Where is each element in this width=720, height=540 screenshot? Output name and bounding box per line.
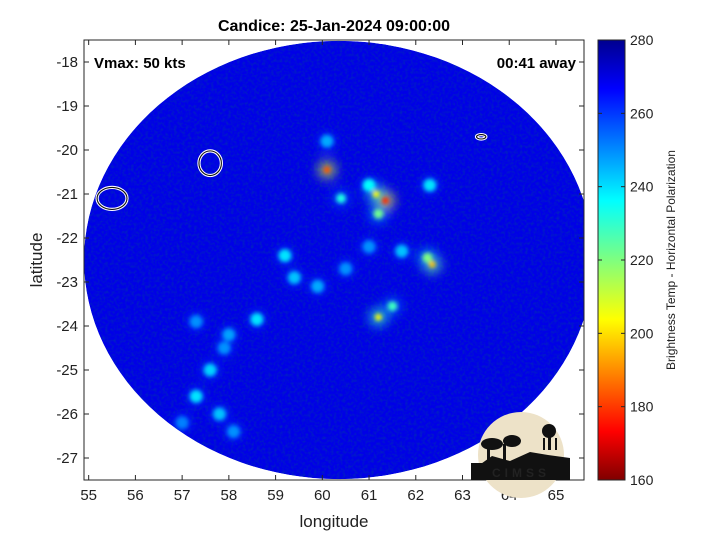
rain-feature-8 — [374, 313, 382, 321]
colorbar — [597, 39, 626, 481]
rain-feature-26 — [217, 341, 231, 355]
rain-feature-10 — [423, 178, 437, 192]
rain-feature-22 — [227, 425, 241, 439]
cb-tick-label-1: 260 — [630, 105, 654, 121]
y-tick-label-0: -18 — [56, 54, 78, 71]
rain-feature-4 — [336, 193, 347, 204]
rain-feature-3 — [373, 208, 384, 219]
rain-feature-0 — [323, 166, 331, 174]
y-tick-label-7: -25 — [56, 362, 78, 379]
y-tick-label-4: -22 — [56, 230, 78, 247]
x-tick-label-1: 56 — [127, 487, 144, 504]
rain-feature-2 — [372, 190, 380, 198]
y-axis-title: latitude — [27, 233, 46, 288]
x-tick-label-0: 55 — [80, 487, 97, 504]
rain-feature-18 — [250, 312, 264, 326]
cb-tick-label-4: 200 — [630, 325, 654, 341]
rain-feature-19 — [203, 363, 217, 377]
rain-feature-24 — [222, 328, 236, 342]
rain-feature-15 — [339, 262, 353, 276]
x-axis-title: longitude — [299, 512, 368, 531]
y-tick-label-1: -19 — [56, 98, 78, 115]
y-axis-ticks: -18 -19 -20 -21 -22 -23 -24 -25 -26 -27 — [56, 54, 584, 467]
plot-title: Candice: 25-Jan-2024 09:00:00 — [218, 18, 450, 35]
logo-text: CIMSS — [492, 466, 550, 480]
logo-bar — [471, 463, 570, 480]
rain-feature-5 — [362, 178, 376, 192]
rain-feature-6 — [428, 260, 436, 268]
coastline-1 — [95, 185, 129, 211]
rain-feature-25 — [189, 315, 203, 329]
y-tick-label-9: -27 — [56, 450, 78, 467]
rain-feature-20 — [189, 389, 203, 403]
coastline-0 — [197, 149, 223, 178]
y-tick-label-8: -26 — [56, 406, 78, 423]
cb-tick-label-3: 220 — [630, 252, 654, 268]
swath-texture — [84, 40, 584, 480]
vmax-annotation: Vmax: 50 kts — [94, 55, 186, 72]
x-tick-label-7: 62 — [407, 487, 424, 504]
rain-feature-13 — [287, 271, 301, 285]
rain-feature-9 — [387, 301, 398, 312]
x-tick-label-3: 58 — [221, 487, 238, 504]
x-tick-label-6: 61 — [361, 487, 378, 504]
cb-tick-label-0: 280 — [630, 32, 654, 48]
rain-feature-12 — [278, 249, 292, 263]
rain-feature-14 — [311, 279, 325, 293]
cimss-logo: CIMSS — [471, 412, 570, 498]
cb-tick-label-6: 160 — [630, 472, 654, 488]
colorbar-label: Brightness Temp - Horizontal Polarizatio… — [664, 150, 678, 370]
x-tick-label-4: 59 — [267, 487, 284, 504]
axes-frame — [83, 39, 585, 481]
time-offset-annotation: 00:41 away — [497, 55, 577, 72]
x-tick-label-5: 60 — [314, 487, 331, 504]
logo-silhouette — [471, 424, 570, 480]
y-tick-label-6: -24 — [56, 318, 78, 335]
y-tick-label-5: -23 — [56, 274, 78, 291]
rain-feature-7 — [422, 252, 433, 263]
coastline-2 — [474, 133, 488, 141]
x-tick-label-10: 65 — [548, 487, 565, 504]
colorbar-ticks: 280 260 240 220 200 180 160 — [598, 32, 654, 488]
rain-feature-layer — [175, 134, 437, 439]
y-tick-label-2: -20 — [56, 142, 78, 159]
rain-feature-1 — [381, 197, 389, 205]
rain-feature-11 — [320, 134, 334, 148]
rain-feature-21 — [213, 407, 227, 421]
rain-feature-23 — [175, 416, 189, 430]
rain-feature-16 — [395, 244, 409, 258]
x-tick-label-2: 57 — [174, 487, 191, 504]
coastline-layer — [95, 133, 488, 211]
cb-tick-label-2: 240 — [630, 179, 654, 195]
y-tick-label-3: -21 — [56, 186, 78, 203]
rain-feature-17 — [362, 240, 376, 254]
cb-tick-label-5: 180 — [630, 399, 654, 415]
x-tick-label-8: 63 — [454, 487, 471, 504]
